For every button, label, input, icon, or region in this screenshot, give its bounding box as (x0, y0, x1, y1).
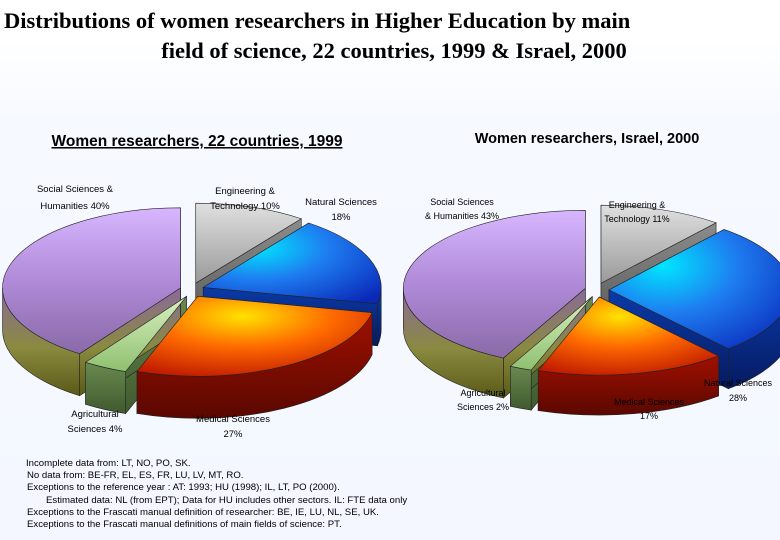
pie-chart-israel (403, 204, 780, 416)
chart-2-label-social: Social Sciences & Humanities 43% (425, 197, 499, 221)
note-line: Estimated data: NL (from EPT); Data for … (46, 494, 408, 506)
chart-1-label-agricultural: Agricultural Sciences 4% (68, 409, 123, 435)
pie-slice-medical-sciences (537, 296, 720, 376)
note-line: Incomplete data from: LT, NO, PO, SK. (26, 458, 191, 469)
pie-slice-medical-sciences (136, 295, 373, 377)
pie-slice-side-natural-sciences (728, 316, 780, 390)
note-line: No data from: BE-FR, EL, ES, FR, LU, LV,… (27, 470, 244, 482)
slide-title-line-1: Distributions of women researchers in Hi… (4, 8, 631, 33)
chart-2-label-engineering: Engineering & Technology 11% (604, 200, 669, 224)
chart-2-label-medical: Medical Sciences 17% (614, 397, 685, 421)
pie-slice-natural-sciences (608, 229, 780, 350)
note-line: Exceptions to the Frascati manual defini… (27, 506, 379, 518)
pie-slice-agricultural-sciences (509, 296, 593, 371)
chart-1-label-social: Social Sciences & Humanities 40% (37, 184, 114, 212)
pie-slice-social-sciences-humanities (403, 210, 586, 359)
slide-title-line-2: field of science, 22 countries, 1999 & I… (161, 38, 627, 63)
slide-title: Distributions of women researchers in Hi… (0, 6, 780, 66)
pie-slice-natural-sciences (202, 222, 382, 305)
pie-slice-side-agricultural-sciences (510, 365, 532, 411)
notes-block: Incomplete data from: LT, NO, PO, SK. No… (22, 458, 762, 531)
chart-1-title: Women researchers, 22 countries, 1999 (52, 133, 343, 150)
chart-1-label-medical: Medical Sciences 27% (196, 414, 270, 440)
pie-chart-22-countries (2, 202, 382, 419)
note-line: Exceptions to the reference year : AT: 1… (27, 482, 340, 494)
chart-2-title: Women researchers, Israel, 2000 (475, 131, 700, 147)
note-line: Exceptions to the Frascati manual defini… (27, 519, 342, 531)
pie-slice-engineering-technology (195, 202, 302, 284)
chart-2-label-natural: Natural Sciences 28% (704, 378, 773, 403)
pie-slice-social-sciences-humanities (2, 207, 181, 355)
pie-slice-agricultural-sciences (84, 296, 187, 372)
chart-2-label-agricultural: Agricultural Sciences 2% (457, 388, 509, 412)
chart-1-label-engineering: Engineering & Technology 10% (210, 186, 280, 212)
pie-slice-engineering-technology (600, 204, 717, 284)
chart-1-labels: Social Sciences & Humanities 40% Engineer… (37, 184, 377, 440)
chart-1-label-natural: Natural Sciences 18% (305, 197, 377, 223)
chart-2-labels: Social Sciences & Humanities 43% Engineer… (425, 197, 773, 421)
